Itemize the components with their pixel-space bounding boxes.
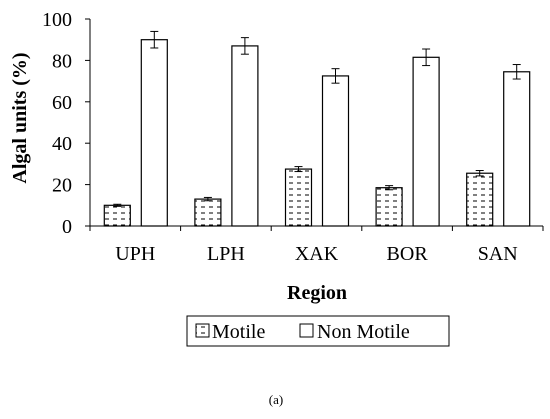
x-tick-label: BOR [387,243,429,265]
bar-motile [194,198,222,227]
x-tick-label: SAN [478,243,518,265]
bar-non-motile [412,56,440,227]
legend-label-non-motile: Non Motile [317,321,410,343]
x-tick-label: XAK [295,243,339,265]
y-tick-label: 80 [52,50,72,72]
x-axis-title: Region [287,282,347,304]
legend-frame [186,315,450,347]
legend-label-motile: Motile [212,321,265,343]
y-tick-label: 0 [62,216,72,238]
bar-non-motile [321,75,350,227]
y-tick-label: 60 [52,92,72,114]
bar-non-motile [140,39,168,227]
plot-area: 0 20 40 60 80 100 UPH LPH XAK BOR SAN [42,9,544,265]
x-tick-label: LPH [207,243,245,265]
y-tick-label: 100 [42,9,72,31]
y-tick-label: 20 [52,175,72,197]
bar-motile [375,187,403,227]
y-tick-label: 40 [52,133,72,155]
y-axis-title: Algal units (%) [9,52,31,183]
bar-motile [103,204,131,227]
bar-motile [284,168,313,227]
legend-swatch-non-motile [299,323,314,338]
x-tick-label: UPH [115,243,155,265]
bar-non-motile [503,71,531,227]
legend-swatch-motile [195,323,210,338]
bar-motile [466,172,494,227]
figure-caption: (a) [269,392,283,407]
bar-non-motile [231,45,259,227]
legend: Motile Non Motile [186,315,450,347]
